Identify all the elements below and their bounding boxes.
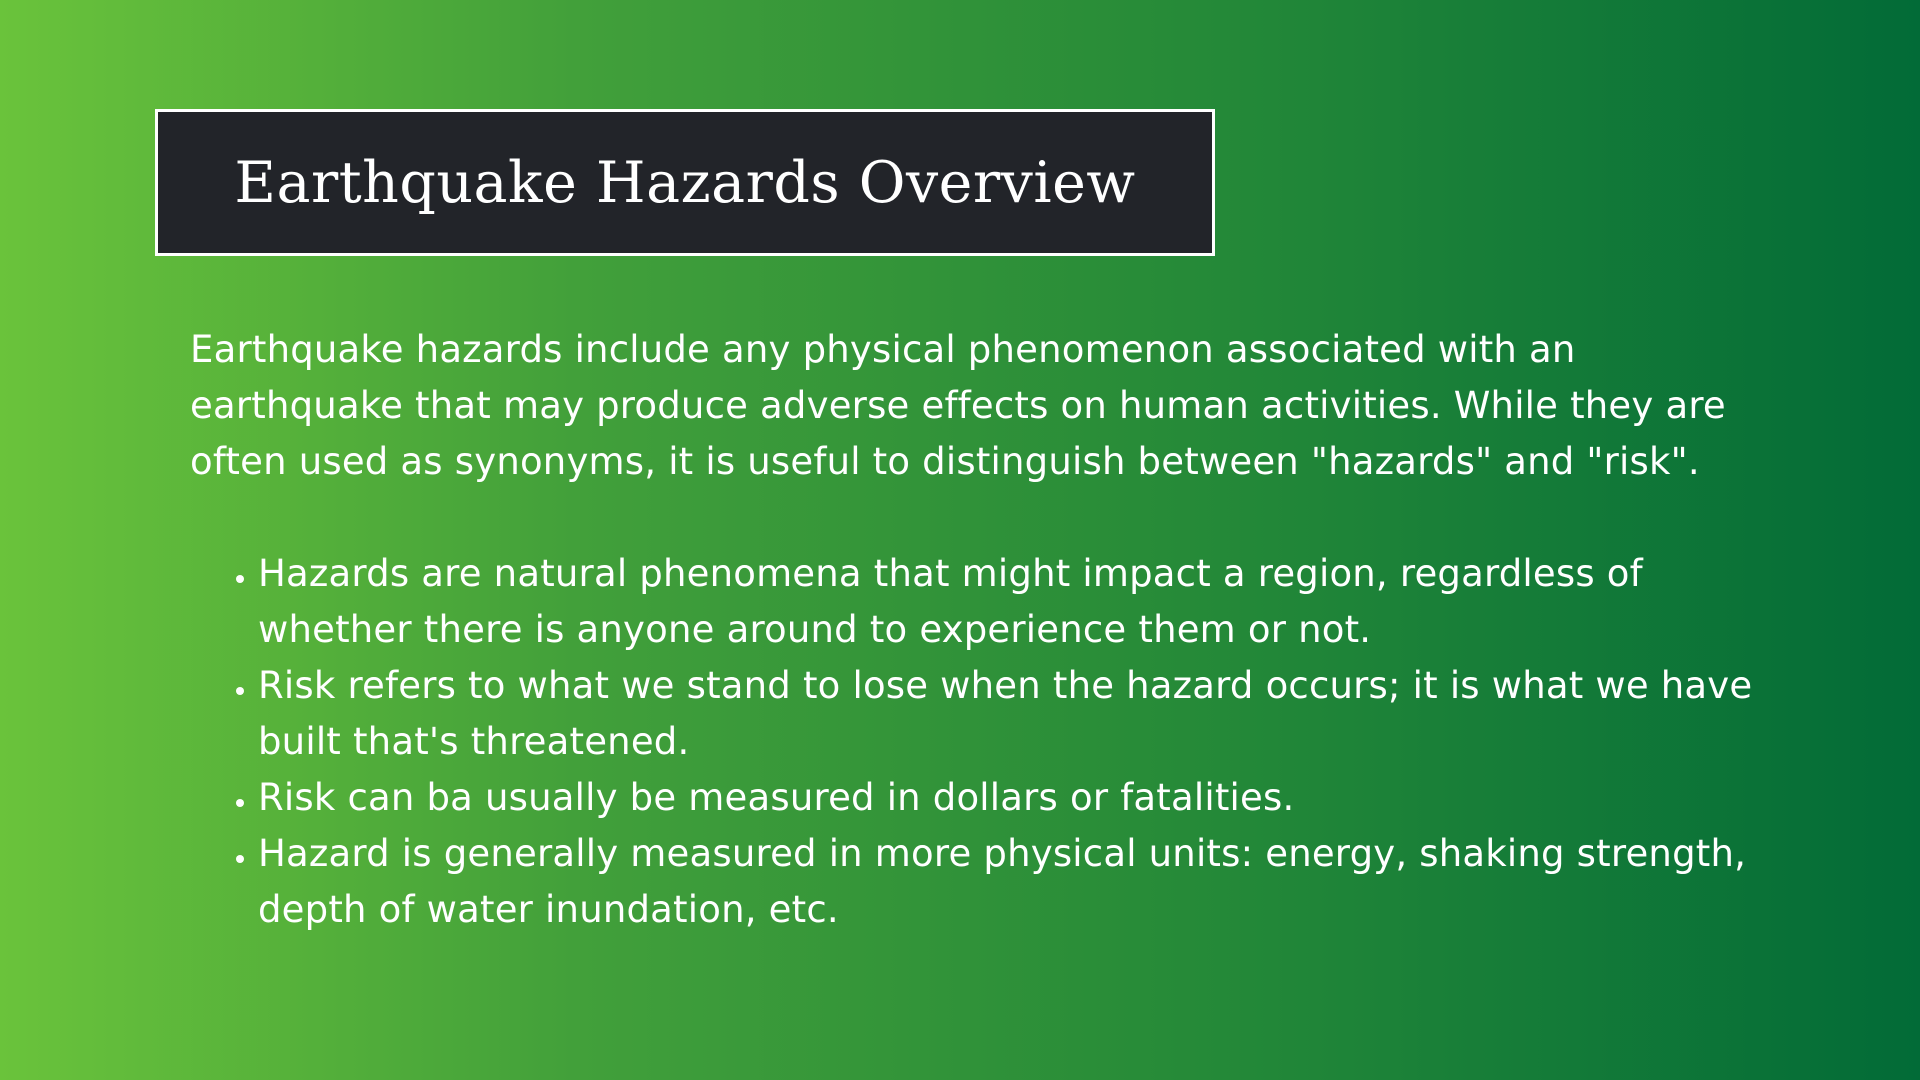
bullet-item: Risk can ba usually be measured in dolla… xyxy=(258,770,1770,826)
title-box: Earthquake Hazards Overview xyxy=(155,109,1215,256)
slide-title: Earthquake Hazards Overview xyxy=(234,149,1136,216)
intro-paragraph: Earthquake hazards include any physical … xyxy=(190,328,1726,483)
bullet-list: Hazards are natural phenomena that might… xyxy=(190,546,1770,938)
slide-content: Earthquake hazards include any physical … xyxy=(190,322,1770,938)
bullet-item: Risk refers to what we stand to lose whe… xyxy=(258,658,1770,770)
bullet-item: Hazard is generally measured in more phy… xyxy=(258,826,1770,938)
bullet-item: Hazards are natural phenomena that might… xyxy=(258,546,1770,658)
